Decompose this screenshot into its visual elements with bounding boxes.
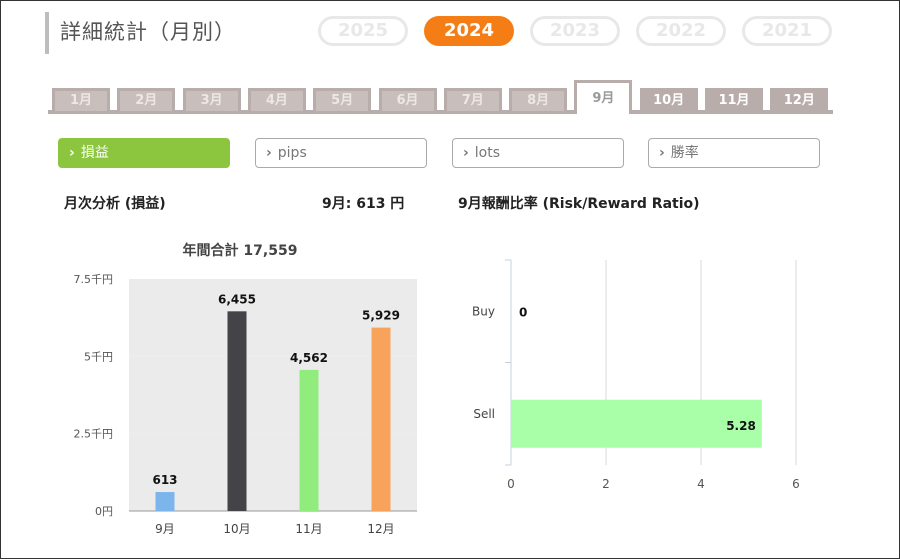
year-2023[interactable]: 2023 — [530, 16, 620, 46]
y-tick-label: 2.5千円 — [74, 428, 114, 441]
y-tick-label: Buy — [472, 304, 495, 318]
chevron-right-icon: › — [266, 145, 272, 161]
tab-month-5[interactable]: 5月 — [313, 88, 372, 114]
monthly-pl-chart: 年間合計 17,559 0円 2.5千円 5千円 7.5千円 613 9月 6,455 10月 4… — [74, 242, 417, 536]
x-tick-label: 9月 — [155, 522, 175, 536]
grid-band — [129, 279, 417, 357]
chart-title: 年間合計 17,559 — [183, 242, 298, 259]
x-tick-label: 11月 — [295, 522, 322, 536]
tab-month-11[interactable]: 11月 — [705, 88, 763, 114]
metric-label: lots — [474, 145, 501, 161]
data-label: 6,455 — [218, 292, 256, 306]
x-tick-label: 4 — [697, 477, 705, 491]
x-tick-label: 0 — [507, 477, 515, 491]
year-2025[interactable]: 2025 — [318, 16, 408, 46]
metric-button-3[interactable]: › 勝率 — [648, 138, 820, 168]
year-2022[interactable]: 2022 — [636, 16, 726, 46]
grid-band — [129, 356, 417, 434]
page-title: 詳細統計（月別） — [60, 20, 236, 44]
tab-month-7[interactable]: 7月 — [443, 88, 502, 114]
title-accent-bar — [45, 12, 49, 54]
y-tick-label: 5千円 — [84, 350, 113, 363]
data-label: 4,562 — [290, 351, 328, 365]
chevron-right-icon: › — [69, 145, 75, 161]
x-tick-label: 2 — [602, 477, 610, 491]
data-label: 5.28 — [726, 419, 756, 433]
metric-button-1[interactable]: › pips — [255, 138, 427, 168]
tab-month-9[interactable]: 9月 — [574, 80, 633, 114]
tab-month-10[interactable]: 10月 — [639, 88, 698, 114]
risk-reward-chart: 0 2 4 6 Buy 0 Sell 5.28 — [472, 259, 800, 491]
x-tick-label: 6 — [792, 477, 800, 491]
tab-month-2[interactable]: 2月 — [117, 88, 176, 114]
tab-month-1[interactable]: 1月 — [52, 88, 110, 114]
y-tick-label: 0円 — [95, 505, 113, 518]
year-2021[interactable]: 2021 — [742, 16, 832, 46]
x-tick-label: 10月 — [223, 522, 250, 536]
metric-button-2[interactable]: › lots — [452, 138, 624, 168]
monthly-summary: 9月: 613 円 — [322, 196, 405, 212]
bar-11月 — [299, 369, 319, 511]
x-tick-label: 12月 — [367, 522, 394, 536]
data-label: 613 — [152, 473, 177, 487]
metric-button-0[interactable]: › 損益 — [58, 138, 230, 168]
year-2024[interactable]: 2024 — [424, 16, 514, 46]
bar-9月 — [155, 492, 175, 511]
metric-label: pips — [277, 145, 307, 161]
chevron-right-icon: › — [659, 145, 665, 161]
metric-label: 勝率 — [670, 145, 699, 161]
data-label: 0 — [519, 305, 527, 319]
bar-12月 — [371, 327, 391, 511]
grid-band — [129, 433, 417, 511]
data-label: 5,929 — [362, 309, 400, 323]
month-tabs-baseline — [48, 110, 833, 114]
tab-month-6[interactable]: 6月 — [378, 88, 437, 114]
bar-Sell — [511, 399, 762, 448]
tab-month-12[interactable]: 12月 — [770, 88, 829, 114]
bar-10月 — [227, 311, 247, 511]
y-tick-label: 7.5千円 — [74, 273, 114, 286]
tab-month-4[interactable]: 4月 — [247, 88, 306, 114]
chevron-right-icon: › — [463, 145, 469, 161]
y-tick-label: Sell — [473, 407, 495, 421]
metric-label: 損益 — [80, 145, 109, 161]
monthly-analysis-heading: 月次分析 (損益) — [64, 196, 166, 212]
tab-month-8[interactable]: 8月 — [509, 88, 568, 114]
tab-month-3[interactable]: 3月 — [182, 88, 241, 114]
risk-reward-heading: 9月報酬比率 (Risk/Reward Ratio) — [458, 196, 700, 212]
